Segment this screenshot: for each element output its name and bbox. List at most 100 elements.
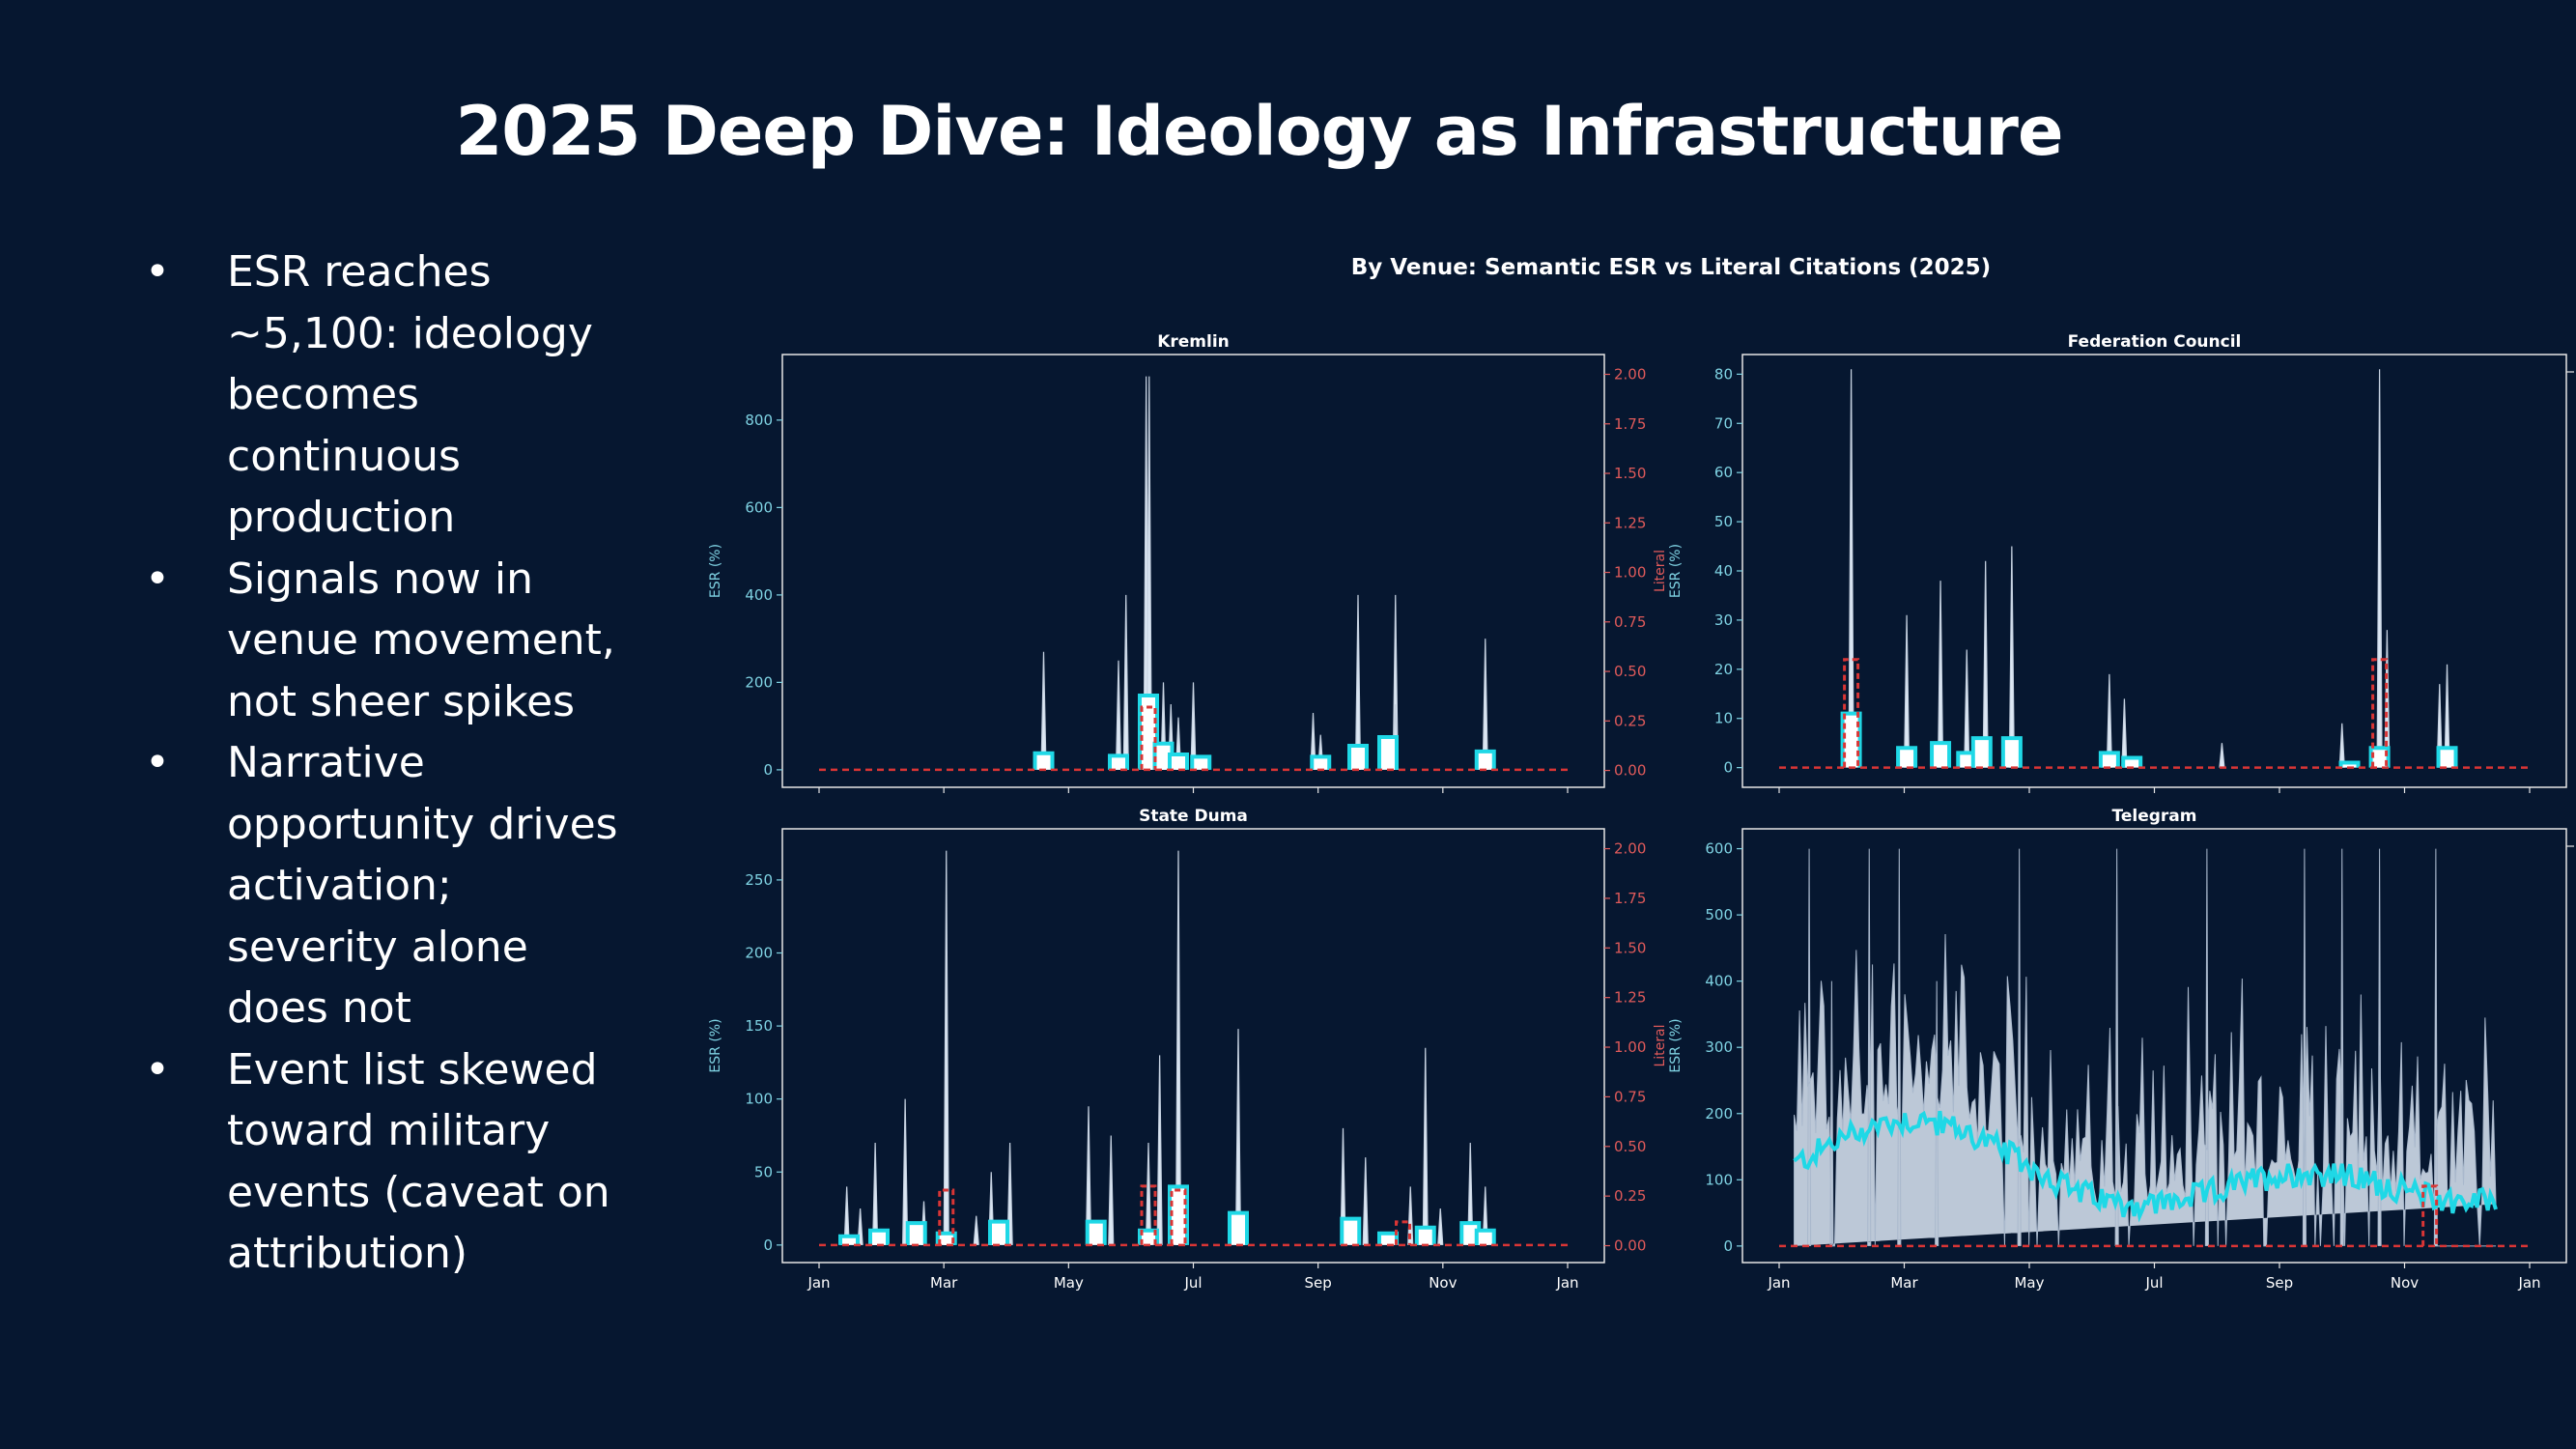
esr-spike [1937,581,1944,768]
y-tick-label: 0 [763,761,773,779]
esr-smoothed-block [1377,1231,1399,1245]
literal-spike [2421,1184,2439,1246]
x-tick-label: Jul [1183,1274,1202,1292]
y-tick-label: 0 [1723,759,1733,777]
bullet-text: Signals now in venue movement, not sheer… [227,554,615,726]
right-tick-label: 2.00 [1614,366,1646,384]
esr-smoothed-block [1168,1184,1189,1245]
esr-spike [2219,743,2225,768]
right-tick-label: 0.25 [1614,712,1646,729]
y-tick-label: 600 [1705,840,1733,858]
esr-smoothed-block [2098,751,2120,768]
y-tick-label: 400 [745,586,773,604]
right-tick-label: 1.75 [1614,890,1646,907]
esr-spike [943,850,949,1245]
y-tick-label: 0 [1723,1237,1733,1255]
x-tick-label: May [1054,1274,1084,1292]
panel-title: Telegram [2112,807,2197,826]
esr-spike [1115,660,1122,770]
y-tick-label: 10 [1714,710,1733,727]
esr-smoothed-block [1930,741,1952,768]
esr-spike [1422,1047,1429,1245]
bullet-list: • ESR reaches ~5,100: ideology becomes co… [145,242,628,1285]
esr-spike [1190,682,1197,770]
chart-title: By Venue: Semantic ESR vs Literal Citati… [1351,255,1991,280]
esr-spike [1340,1127,1346,1245]
y-tick-label: 600 [745,498,773,516]
esr-spike [1006,1143,1013,1245]
y-tick-label: 800 [745,412,773,429]
esr-spike [1108,1135,1115,1245]
esr-spike [2121,698,2128,768]
slide-title: 2025 Deep Dive: Ideology as Infrastructu… [455,92,2064,171]
right-tick-label: 1.25 [1614,514,1646,531]
esr-smoothed-block [2000,736,2023,768]
right-tick-label: 1.50 [1614,465,1646,482]
esr-spike [2444,664,2450,768]
esr-smoothed-block [1085,1219,1107,1245]
y-tick-label: 30 [1714,611,1733,629]
y-tick-label: 500 [1705,906,1733,923]
esr-spike [843,1186,850,1245]
y-tick-label: 150 [745,1017,773,1035]
x-tick-label: Sep [2266,1274,2293,1292]
right-tick-label: 0.50 [1614,1138,1646,1155]
right-tick-label: 1.00 [1614,1038,1646,1056]
esr-smoothed-block [1377,734,1399,770]
right-tick-label: 1.75 [1614,415,1646,433]
x-tick-label: Jan [1767,1274,1790,1292]
right-tick-label: 1.50 [1614,939,1646,956]
y-axis-label: ESR (%) [708,544,723,598]
y-tick-label: 50 [1714,513,1733,530]
y-axis-label: ESR (%) [1668,544,1684,598]
panel-title: Federation Council [2068,332,2242,352]
x-tick-label: Mar [1890,1274,1918,1292]
x-tick-label: Nov [2391,1274,2419,1292]
y-tick-label: 200 [745,945,773,962]
esr-smoothed-block [1840,711,1862,768]
panel-frame [1741,354,2567,788]
esr-spike [1122,594,1129,770]
x-tick-label: Jul [2144,1274,2163,1292]
y-tick-label: 60 [1714,464,1733,481]
literal-spike [1140,705,1157,770]
literal-spike [1843,658,1860,768]
esr-spike [872,1143,879,1245]
right-tick-label: 0.75 [1614,1088,1646,1105]
y-tick-label: 400 [1705,973,1733,990]
right-axis-label: Literal [1653,1024,1668,1066]
esr-smoothed-block [2368,746,2391,768]
right-tick-label: 0.25 [1614,1187,1646,1205]
esr-spike [1040,651,1047,770]
esr-smoothed-block [1033,751,1055,770]
esr-smoothed-block [1190,754,1212,770]
esr-smoothed-block [1168,753,1189,770]
esr-spike [1146,376,1152,770]
esr-smoothed-block [1896,746,1918,768]
literal-spike [1140,1184,1157,1245]
x-tick-label: May [2014,1274,2044,1292]
x-tick-label: Mar [930,1274,958,1292]
y-tick-label: 100 [745,1091,773,1108]
y-tick-label: 0 [763,1236,773,1254]
esr-spike [1145,1143,1152,1245]
bullet-text: Event list skewed toward military events… [227,1044,610,1279]
panel-title: State Duma [1139,807,1248,826]
y-axis-label: ESR (%) [708,1018,723,1072]
literal-spike [1395,1220,1411,1245]
esr-spike [1482,639,1488,770]
x-tick-label: Jan [1555,1274,1578,1292]
esr-spike [1903,614,1911,768]
bullet-item: • Narrative opportunity drives activation… [145,732,628,1039]
right-tick-label: 0.00 [1614,1237,1646,1255]
x-tick-label: Jan [2517,1274,2540,1292]
esr-smoothed-block [1310,754,1332,770]
right-axis-label: Literal [1653,550,1668,592]
bullet-icon: • [145,1044,170,1094]
x-tick-label: Sep [1305,1274,1332,1292]
right-tick-label: 2.00 [1614,840,1646,858]
esr-smoothed-block [1340,1216,1362,1245]
literal-spike [2371,658,2389,768]
esr-smoothed-block [2436,746,2458,768]
